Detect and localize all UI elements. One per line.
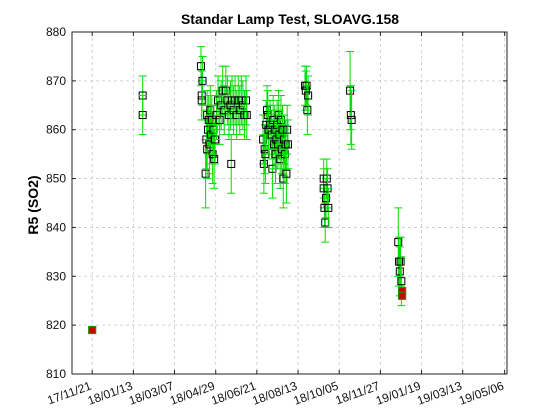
data-point-outlier <box>398 291 407 300</box>
data-point <box>346 111 355 120</box>
y-axis-label: R5 (SO2) <box>25 175 41 234</box>
data-point <box>283 140 292 149</box>
data-point <box>301 86 310 95</box>
data-point <box>215 115 224 124</box>
data-point <box>322 174 331 183</box>
series-0 <box>138 46 406 307</box>
y-tick-label: 810 <box>46 367 66 381</box>
y-tick-label: 820 <box>46 318 66 332</box>
y-tick-label: 840 <box>46 220 66 234</box>
y-tick-label: 870 <box>46 74 66 88</box>
data-point <box>283 125 292 134</box>
data-point <box>196 62 205 71</box>
data-point <box>282 169 291 178</box>
data-point <box>210 155 219 164</box>
y-tick-label: 850 <box>46 172 66 186</box>
plot-data <box>88 46 407 335</box>
data-point-outlier <box>88 325 97 335</box>
y-tick-label: 880 <box>46 25 66 39</box>
grid <box>72 31 507 375</box>
data-point <box>395 267 404 276</box>
data-point <box>396 257 405 266</box>
y-tick-label: 830 <box>46 269 66 283</box>
y-ticks: 810 820 830 840 850 860 870 880 <box>46 25 507 381</box>
data-point <box>303 106 312 115</box>
data-point <box>242 96 250 105</box>
data-point <box>227 159 236 168</box>
data-point <box>197 96 206 105</box>
data-point <box>397 277 406 286</box>
data-point <box>259 159 268 168</box>
series-1 <box>88 286 407 335</box>
data-point <box>394 238 403 247</box>
chart-title: Standar Lamp Test, SLOAVG.158 <box>181 11 399 27</box>
data-point <box>138 111 147 120</box>
data-point <box>242 111 251 120</box>
data-point <box>304 91 313 100</box>
data-point <box>198 76 207 85</box>
y-tick-label: 860 <box>46 123 66 137</box>
data-point <box>347 115 356 124</box>
data-point <box>324 203 333 212</box>
axes-box <box>71 31 508 375</box>
